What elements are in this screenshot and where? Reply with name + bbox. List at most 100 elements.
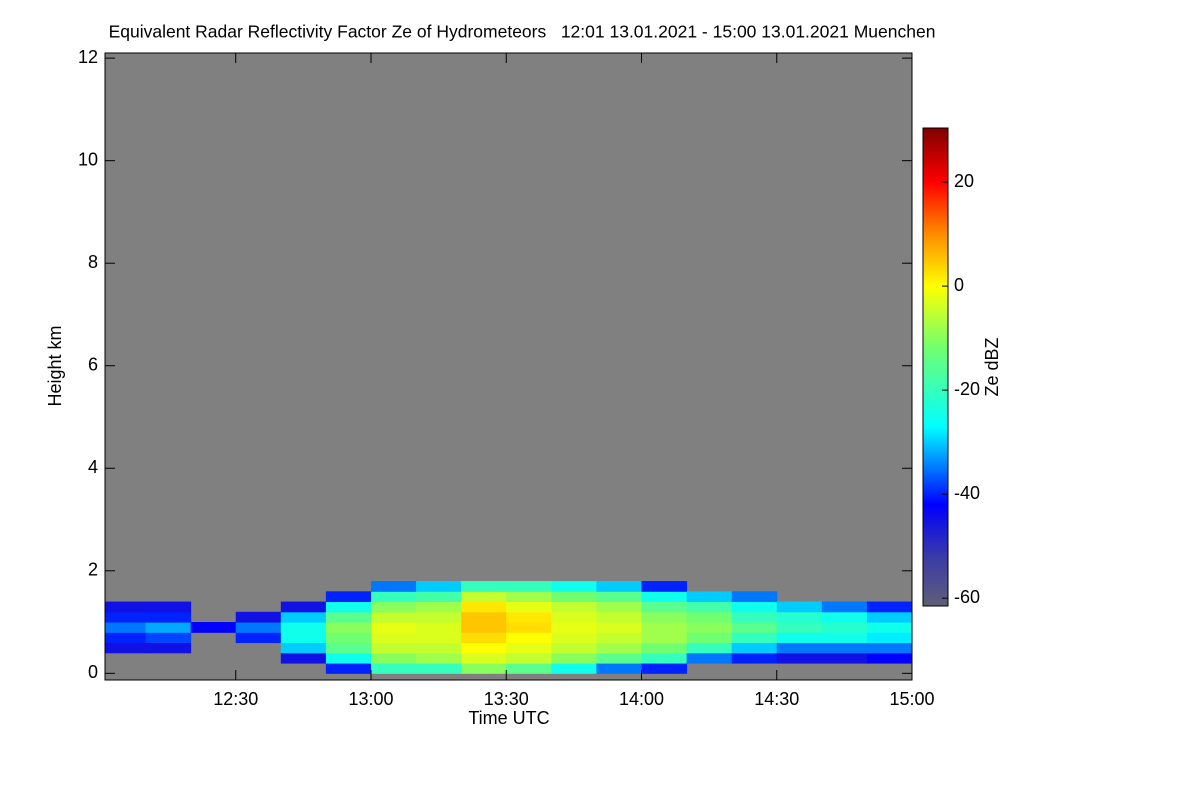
heatmap-cell <box>866 652 912 664</box>
colorbar <box>922 127 949 607</box>
heatmap-cell <box>105 642 147 654</box>
heatmap-cell <box>821 611 868 623</box>
heatmap-cell <box>821 622 868 633</box>
heatmap-cell <box>105 601 147 613</box>
heatmap-cell <box>370 642 417 654</box>
heatmap <box>105 581 912 674</box>
y-tick-label: 4 <box>88 457 98 477</box>
heatmap-cell <box>461 591 507 603</box>
heatmap-cell <box>461 622 507 633</box>
heatmap-cell <box>551 611 597 623</box>
heatmap-cell <box>370 611 417 623</box>
heatmap-cell <box>551 642 597 654</box>
heatmap-cell <box>731 611 778 623</box>
heatmap-cell <box>641 601 688 613</box>
heatmap-cell <box>776 642 823 654</box>
y-tick-label: 6 <box>88 354 98 374</box>
heatmap-cell <box>280 652 327 664</box>
plot-background <box>105 53 912 680</box>
y-tick-label: 10 <box>78 149 98 169</box>
heatmap-cell <box>416 581 462 592</box>
heatmap-cell <box>235 611 282 623</box>
chart-title: Equivalent Radar Reflectivity Factor Ze … <box>109 22 936 42</box>
heatmap-cell <box>641 642 688 654</box>
heatmap-cell <box>461 611 507 623</box>
heatmap-cell <box>641 632 688 644</box>
heatmap-cell <box>145 642 192 654</box>
heatmap-cell <box>821 632 868 644</box>
heatmap-cell <box>596 652 643 664</box>
heatmap-cell <box>145 611 192 623</box>
colorbar-label: Ze dBZ <box>982 337 1002 396</box>
heatmap-cell <box>551 632 597 644</box>
heatmap-cell <box>280 642 327 654</box>
y-tick-label: 8 <box>88 252 98 272</box>
heatmap-cell <box>461 663 507 674</box>
heatmap-cell <box>416 642 462 654</box>
heatmap-cell <box>325 601 372 613</box>
heatmap-cell <box>325 642 372 654</box>
x-tick-label: 14:00 <box>619 689 664 709</box>
heatmap-cell <box>370 601 417 613</box>
heatmap-cell <box>461 652 507 664</box>
heatmap-cell <box>731 601 778 613</box>
heatmap-cell <box>506 622 552 633</box>
y-axis-label: Height km <box>45 325 65 406</box>
heatmap-cell <box>370 622 417 633</box>
heatmap-cell <box>641 581 688 592</box>
heatmap-cell <box>370 652 417 664</box>
heatmap-cell <box>686 591 733 603</box>
heatmap-cell <box>370 632 417 644</box>
colorbar-tick-label: -60 <box>954 587 980 607</box>
heatmap-cell <box>370 591 417 603</box>
heatmap-cell <box>596 601 643 613</box>
heatmap-cell <box>145 632 192 644</box>
heatmap-cell <box>280 632 327 644</box>
x-tick-label: 14:30 <box>754 689 799 709</box>
colorbar-tick-label: -40 <box>954 483 980 503</box>
heatmap-cell <box>596 642 643 654</box>
heatmap-cell <box>105 611 147 623</box>
heatmap-cell <box>596 622 643 633</box>
heatmap-cell <box>686 622 733 633</box>
heatmap-cell <box>325 591 372 603</box>
heatmap-cell <box>551 601 597 613</box>
heatmap-cell <box>506 581 552 592</box>
heatmap-cell <box>641 591 688 603</box>
heatmap-cell <box>325 622 372 633</box>
heatmap-cell <box>866 622 912 633</box>
heatmap-cell <box>506 632 552 644</box>
heatmap-cell <box>731 642 778 654</box>
heatmap-cell <box>145 601 192 613</box>
heatmap-cell <box>506 591 552 603</box>
heatmap-cell <box>325 663 372 674</box>
heatmap-cell <box>596 663 643 674</box>
heatmap-cell <box>866 642 912 654</box>
y-tick-label: 12 <box>78 47 98 67</box>
heatmap-cell <box>731 652 778 664</box>
heatmap-cell <box>416 591 462 603</box>
heatmap-cell <box>596 632 643 644</box>
heatmap-cell <box>821 652 868 664</box>
heatmap-cell <box>506 642 552 654</box>
heatmap-cell <box>641 652 688 664</box>
heatmap-cell <box>416 601 462 613</box>
heatmap-cell <box>325 611 372 623</box>
heatmap-cell <box>776 601 823 613</box>
heatmap-cell <box>416 622 462 633</box>
heatmap-cell <box>641 663 688 674</box>
heatmap-cell <box>461 632 507 644</box>
heatmap-cell <box>370 663 417 674</box>
x-tick-label: 12:30 <box>213 689 258 709</box>
heatmap-cell <box>686 642 733 654</box>
heatmap-cell <box>686 632 733 644</box>
heatmap-cell <box>686 601 733 613</box>
heatmap-cell <box>461 581 507 592</box>
heatmap-cell <box>776 632 823 644</box>
heatmap-cell <box>821 642 868 654</box>
heatmap-cell <box>416 663 462 674</box>
heatmap-cell <box>235 622 282 633</box>
heatmap-cell <box>866 632 912 644</box>
heatmap-cell <box>596 581 643 592</box>
